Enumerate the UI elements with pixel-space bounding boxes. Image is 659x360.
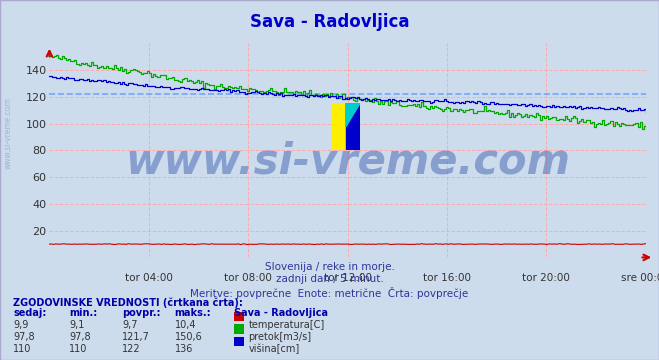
Text: pretok[m3/s]: pretok[m3/s] — [248, 332, 312, 342]
Text: 110: 110 — [13, 344, 32, 354]
Text: maks.:: maks.: — [175, 308, 212, 318]
Text: Sava - Radovljica: Sava - Radovljica — [234, 308, 328, 318]
Text: tor 12:00: tor 12:00 — [324, 274, 372, 283]
Text: sre 00:00: sre 00:00 — [621, 274, 659, 283]
Text: min.:: min.: — [69, 308, 98, 318]
Text: 150,6: 150,6 — [175, 332, 202, 342]
Text: 9,7: 9,7 — [122, 320, 138, 330]
Polygon shape — [346, 103, 360, 127]
Text: zadnji dan / 5 minut.: zadnji dan / 5 minut. — [275, 274, 384, 284]
Text: tor 08:00: tor 08:00 — [224, 274, 272, 283]
Text: 136: 136 — [175, 344, 193, 354]
Text: www.si-vreme.com: www.si-vreme.com — [3, 97, 13, 169]
Polygon shape — [346, 103, 360, 150]
Text: tor 04:00: tor 04:00 — [125, 274, 173, 283]
Text: temperatura[C]: temperatura[C] — [248, 320, 325, 330]
Text: tor 20:00: tor 20:00 — [523, 274, 570, 283]
Text: sedaj:: sedaj: — [13, 308, 47, 318]
Text: 9,1: 9,1 — [69, 320, 84, 330]
Text: 97,8: 97,8 — [69, 332, 91, 342]
Text: višina[cm]: višina[cm] — [248, 344, 300, 355]
Text: www.si-vreme.com: www.si-vreme.com — [125, 140, 570, 182]
Text: 121,7: 121,7 — [122, 332, 150, 342]
Text: tor 16:00: tor 16:00 — [423, 274, 471, 283]
Text: 9,9: 9,9 — [13, 320, 28, 330]
Text: Slovenija / reke in morje.: Slovenija / reke in morje. — [264, 262, 395, 272]
Text: ZGODOVINSKE VREDNOSTI (črtkana črta):: ZGODOVINSKE VREDNOSTI (črtkana črta): — [13, 297, 243, 307]
Text: Meritve: povprečne  Enote: metrične  Črta: povprečje: Meritve: povprečne Enote: metrične Črta:… — [190, 287, 469, 298]
Text: 122: 122 — [122, 344, 140, 354]
Text: Sava - Radovljica: Sava - Radovljica — [250, 13, 409, 31]
Polygon shape — [331, 103, 346, 150]
Text: 110: 110 — [69, 344, 88, 354]
Text: 97,8: 97,8 — [13, 332, 35, 342]
Text: povpr.:: povpr.: — [122, 308, 160, 318]
Text: 10,4: 10,4 — [175, 320, 196, 330]
